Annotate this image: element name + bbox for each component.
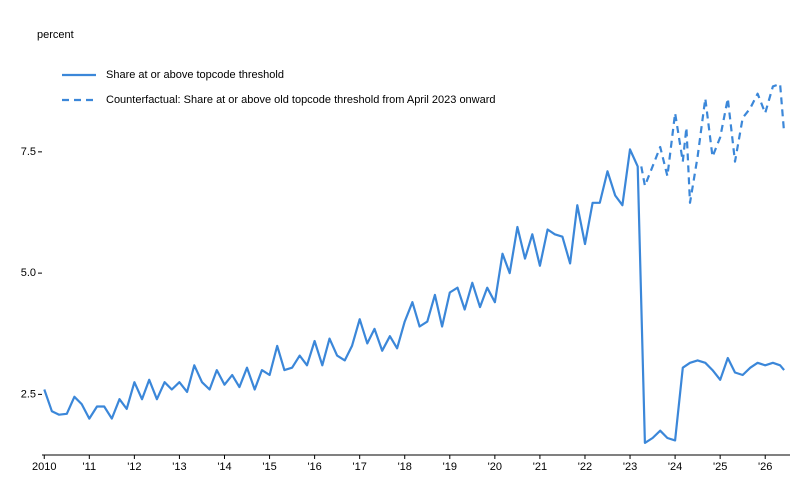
x-tick-label: '20	[488, 461, 502, 473]
legend-label: Share at or above topcode threshold	[106, 69, 284, 81]
x-tick-label: '14	[217, 461, 231, 473]
y-tick-label: 2.5	[21, 388, 36, 400]
x-tick-label: '24	[668, 461, 682, 473]
legend-label: Counterfactual: Share at or above old to…	[106, 94, 496, 106]
y-tick-label: 7.5	[21, 146, 36, 158]
series-line	[640, 82, 786, 204]
x-tick-label: '13	[172, 461, 186, 473]
y-axis-label: percent	[37, 29, 74, 41]
x-tick-label: '25	[713, 461, 727, 473]
x-tick-label: '16	[307, 461, 321, 473]
x-tick-label: '11	[83, 461, 97, 473]
x-tick-label: '26	[758, 461, 772, 473]
series-line	[43, 148, 785, 444]
x-tick-label: '15	[262, 461, 276, 473]
x-tick-label: '22	[578, 461, 592, 473]
x-tick-label: '18	[398, 461, 412, 473]
x-tick-label: 2010	[32, 461, 56, 473]
y-tick-label: 5.0	[21, 267, 36, 279]
x-tick-label: '21	[533, 461, 547, 473]
x-tick-label: '23	[623, 461, 637, 473]
x-tick-label: '17	[353, 461, 367, 473]
x-tick-label: '19	[443, 461, 457, 473]
x-tick-label: '12	[127, 461, 141, 473]
